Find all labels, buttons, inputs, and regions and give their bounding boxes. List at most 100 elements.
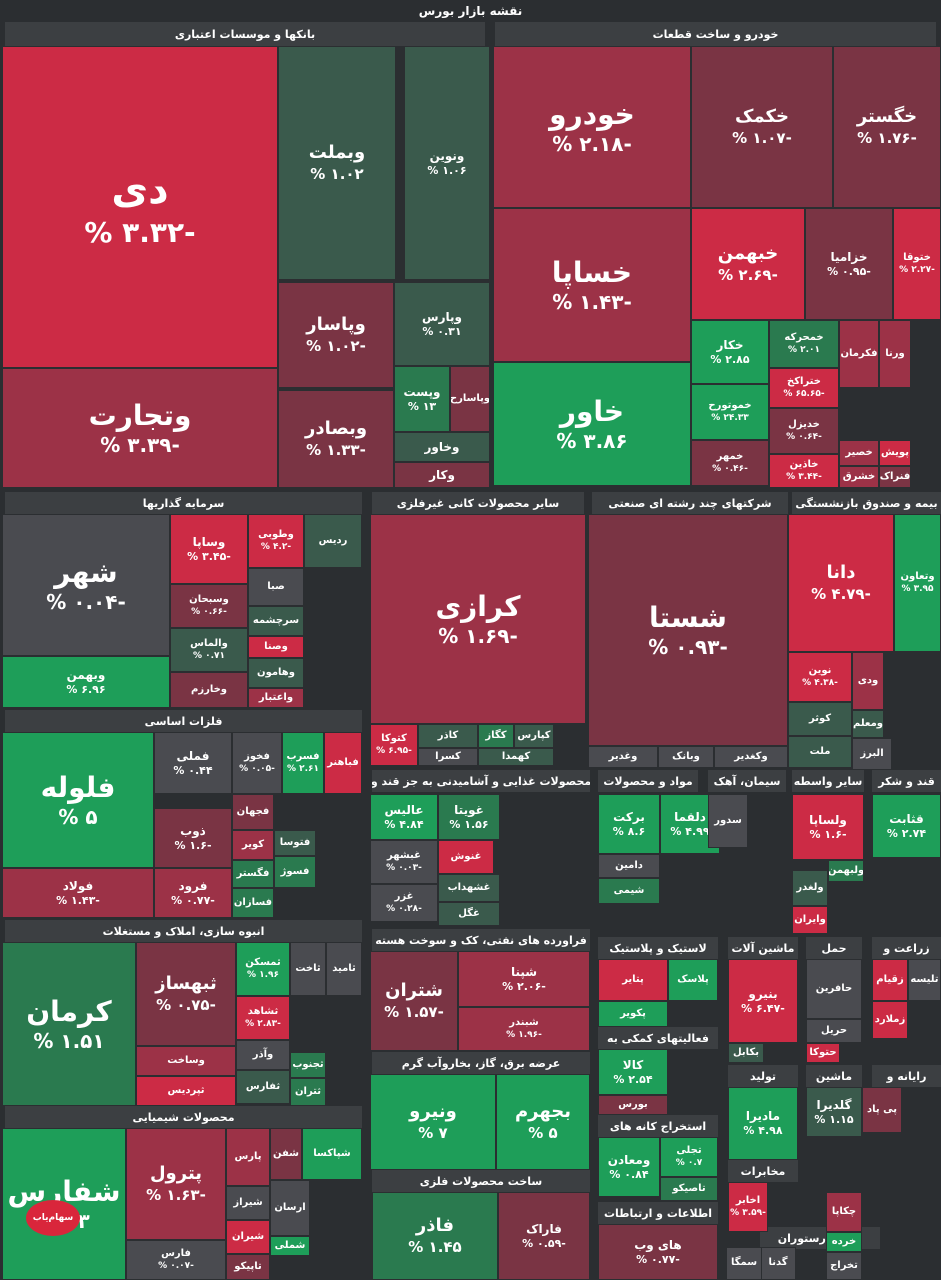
stock-tile[interactable]: قثابت% ۲.۷۴ <box>872 794 941 858</box>
sector-header[interactable]: تولید <box>728 1065 798 1087</box>
stock-tile[interactable]: وساخت <box>136 1046 236 1076</box>
stock-tile[interactable]: غویتا% ۱.۵۶ <box>438 794 500 840</box>
sector-header[interactable]: اطلاعات و ارتباطات <box>598 1202 718 1224</box>
stock-tile[interactable]: فباهنر <box>324 732 362 794</box>
stock-tile[interactable]: وبانک <box>658 746 714 768</box>
stock-tile[interactable]: خموتورح% ۲۴.۳۳ <box>691 384 769 440</box>
stock-tile[interactable]: فولاد% ۱.۴۳- <box>2 868 154 918</box>
stock-tile[interactable]: البرز <box>852 738 892 770</box>
stock-tile[interactable]: وهامون <box>248 658 304 688</box>
stock-tile[interactable]: های وب% ۰.۷۷- <box>598 1224 718 1280</box>
stock-tile[interactable]: پلاسک <box>668 959 718 1001</box>
stock-tile[interactable]: شستا% ۰.۹۳- <box>588 514 788 746</box>
stock-tile[interactable]: ولغدر <box>792 870 828 906</box>
stock-tile[interactable]: کرمان% ۱.۵۱ <box>2 942 136 1106</box>
stock-tile[interactable]: حتوکا <box>806 1043 840 1063</box>
stock-tile[interactable]: فسازان <box>232 888 274 918</box>
stock-tile[interactable]: واعتبار <box>248 688 304 708</box>
stock-tile[interactable]: ثتران <box>290 1078 326 1106</box>
stock-tile[interactable]: دامین <box>598 854 660 878</box>
stock-tile[interactable]: شیمی <box>598 878 660 904</box>
stock-tile[interactable]: شپنا% ۲.۰۶- <box>458 951 590 1007</box>
stock-tile[interactable]: غنوش <box>438 840 494 874</box>
stock-tile[interactable]: سرچشمه <box>248 606 304 636</box>
stock-tile[interactable]: وغدیر <box>588 746 658 768</box>
sector-header[interactable]: مخابرات <box>728 1160 798 1182</box>
stock-tile[interactable]: زملارد <box>872 1001 908 1039</box>
stock-tile[interactable]: وپست% ۱۳ <box>394 366 450 432</box>
stock-tile[interactable]: عالیس% ۴.۸۴ <box>370 794 438 840</box>
stock-tile[interactable]: وتجارت% ۳.۳۹- <box>2 368 278 488</box>
sector-header[interactable]: عرضه برق، گاز، بخاروآب گرم <box>372 1052 590 1074</box>
stock-tile[interactable]: غزر% ۰.۲۸- <box>370 884 438 922</box>
stock-tile[interactable]: وصنا <box>248 636 304 658</box>
sector-header[interactable]: هتل و رستوران <box>760 1227 880 1249</box>
stock-tile[interactable]: برکت% ۸.۶ <box>598 794 660 854</box>
stock-tile[interactable]: نوین% ۴.۳۸- <box>788 652 852 702</box>
sector-header[interactable]: بیمه و صندوق بازنشستگی <box>792 492 941 514</box>
stock-tile[interactable]: چکاپا <box>826 1192 862 1232</box>
sector-header[interactable]: بانکها و موسسات اعتباری <box>5 22 485 46</box>
stock-tile[interactable]: ثبهساز% ۰.۷۵- <box>136 942 236 1046</box>
sector-header[interactable]: حمل <box>806 937 862 959</box>
stock-tile[interactable]: خمحرکه% ۲.۰۱ <box>769 320 839 368</box>
stock-tile[interactable]: پکویر <box>598 1001 668 1027</box>
stock-tile[interactable]: ثمسکن% ۱.۹۶ <box>236 942 290 996</box>
stock-tile[interactable]: حافرین <box>806 959 862 1019</box>
stock-tile[interactable]: فسرب% ۲.۶۱ <box>282 732 324 794</box>
sector-header[interactable]: لاستیک و پلاستیک <box>598 937 718 959</box>
stock-tile[interactable]: ولساپا% ۱.۶- <box>792 794 864 860</box>
stock-tile[interactable]: وبملت% ۱.۰۲ <box>278 46 396 280</box>
stock-tile[interactable]: فسوژ <box>274 856 316 888</box>
stock-tile[interactable]: کتوکا% ۶.۹۵- <box>370 724 418 766</box>
stock-tile[interactable]: خبهمن% ۲.۶۹- <box>691 208 805 320</box>
stock-tile[interactable]: بورس <box>598 1095 668 1115</box>
stock-tile[interactable]: فخوز% ۰.۰۵- <box>232 732 282 794</box>
stock-tile[interactable]: پتایر <box>598 959 668 1001</box>
stock-tile[interactable]: اخابر% ۳.۵۹- <box>728 1182 768 1232</box>
stock-tile[interactable]: ثجنوب <box>290 1052 326 1078</box>
stock-tile[interactable]: خصیر <box>839 440 879 466</box>
stock-tile[interactable]: خاور% ۳.۸۶ <box>493 362 691 486</box>
sector-header[interactable]: رایانه و <box>872 1065 941 1087</box>
stock-tile[interactable]: ملت <box>788 736 852 768</box>
stock-tile[interactable]: پی پاد <box>862 1087 902 1133</box>
stock-tile[interactable]: وبصادر% ۱.۳۳- <box>278 390 394 488</box>
stock-tile[interactable]: والماس% ۰.۷۱ <box>170 628 248 672</box>
stock-tile[interactable]: فلوله% ۵ <box>2 732 154 868</box>
stock-tile[interactable]: ثاخت <box>290 942 326 996</box>
stock-tile[interactable]: خشرق <box>839 466 879 488</box>
stock-tile[interactable]: کپارس <box>514 724 554 748</box>
stock-tile[interactable]: پویش <box>879 440 911 466</box>
sector-header[interactable]: فعالیتهای کمکی به <box>598 1027 718 1049</box>
stock-tile[interactable]: ارسان <box>270 1180 310 1236</box>
stock-tile[interactable]: صبا <box>248 568 304 606</box>
stock-tile[interactable]: شبندر% ۱.۹۶- <box>458 1007 590 1051</box>
stock-tile[interactable]: غبشهر% ۰.۰۳- <box>370 840 438 884</box>
stock-tile[interactable]: کوثر <box>788 702 852 736</box>
stock-tile[interactable]: وسبحان% ۰.۶۶- <box>170 584 248 628</box>
stock-tile[interactable]: خزامیا% ۰.۹۵- <box>805 208 893 320</box>
stock-tile[interactable]: فاراک% ۰.۵۹- <box>498 1192 590 1280</box>
stock-tile[interactable]: کهمدا <box>478 748 554 766</box>
stock-tile[interactable]: کالا% ۲.۵۴ <box>598 1049 668 1095</box>
stock-tile[interactable]: شهر% ۰.۰۴- <box>2 514 170 656</box>
sector-header[interactable]: محصولات شیمیایی <box>5 1106 362 1128</box>
stock-tile[interactable]: ودی <box>852 652 884 710</box>
sector-header[interactable]: مواد و محصولات <box>598 770 698 792</box>
stock-tile[interactable]: ثفارس <box>236 1070 290 1104</box>
stock-tile[interactable]: دی% ۳.۳۲- <box>2 46 278 368</box>
stock-tile[interactable]: خکار% ۲.۸۵ <box>691 320 769 384</box>
stock-tile[interactable]: غشهداب <box>438 874 500 902</box>
stock-tile[interactable]: بنیرو% ۶.۴۷- <box>728 959 798 1043</box>
stock-tile[interactable]: شملی <box>270 1236 310 1256</box>
stock-tile[interactable]: فنراک <box>879 466 911 488</box>
stock-tile[interactable]: خدیزل% ۰.۶۴- <box>769 408 839 454</box>
stock-tile[interactable]: فارس% ۰.۰۷- <box>126 1240 226 1280</box>
stock-tile[interactable]: پترول% ۱.۶۳- <box>126 1128 226 1240</box>
stock-tile[interactable]: ثامید <box>326 942 362 996</box>
stock-tile[interactable]: ذوب% ۱.۶- <box>154 808 232 868</box>
stock-tile[interactable]: وکار <box>394 462 490 488</box>
stock-tile[interactable]: تاصیکو <box>660 1177 718 1201</box>
stock-tile[interactable]: ومعادن% ۰.۸۴ <box>598 1137 660 1197</box>
